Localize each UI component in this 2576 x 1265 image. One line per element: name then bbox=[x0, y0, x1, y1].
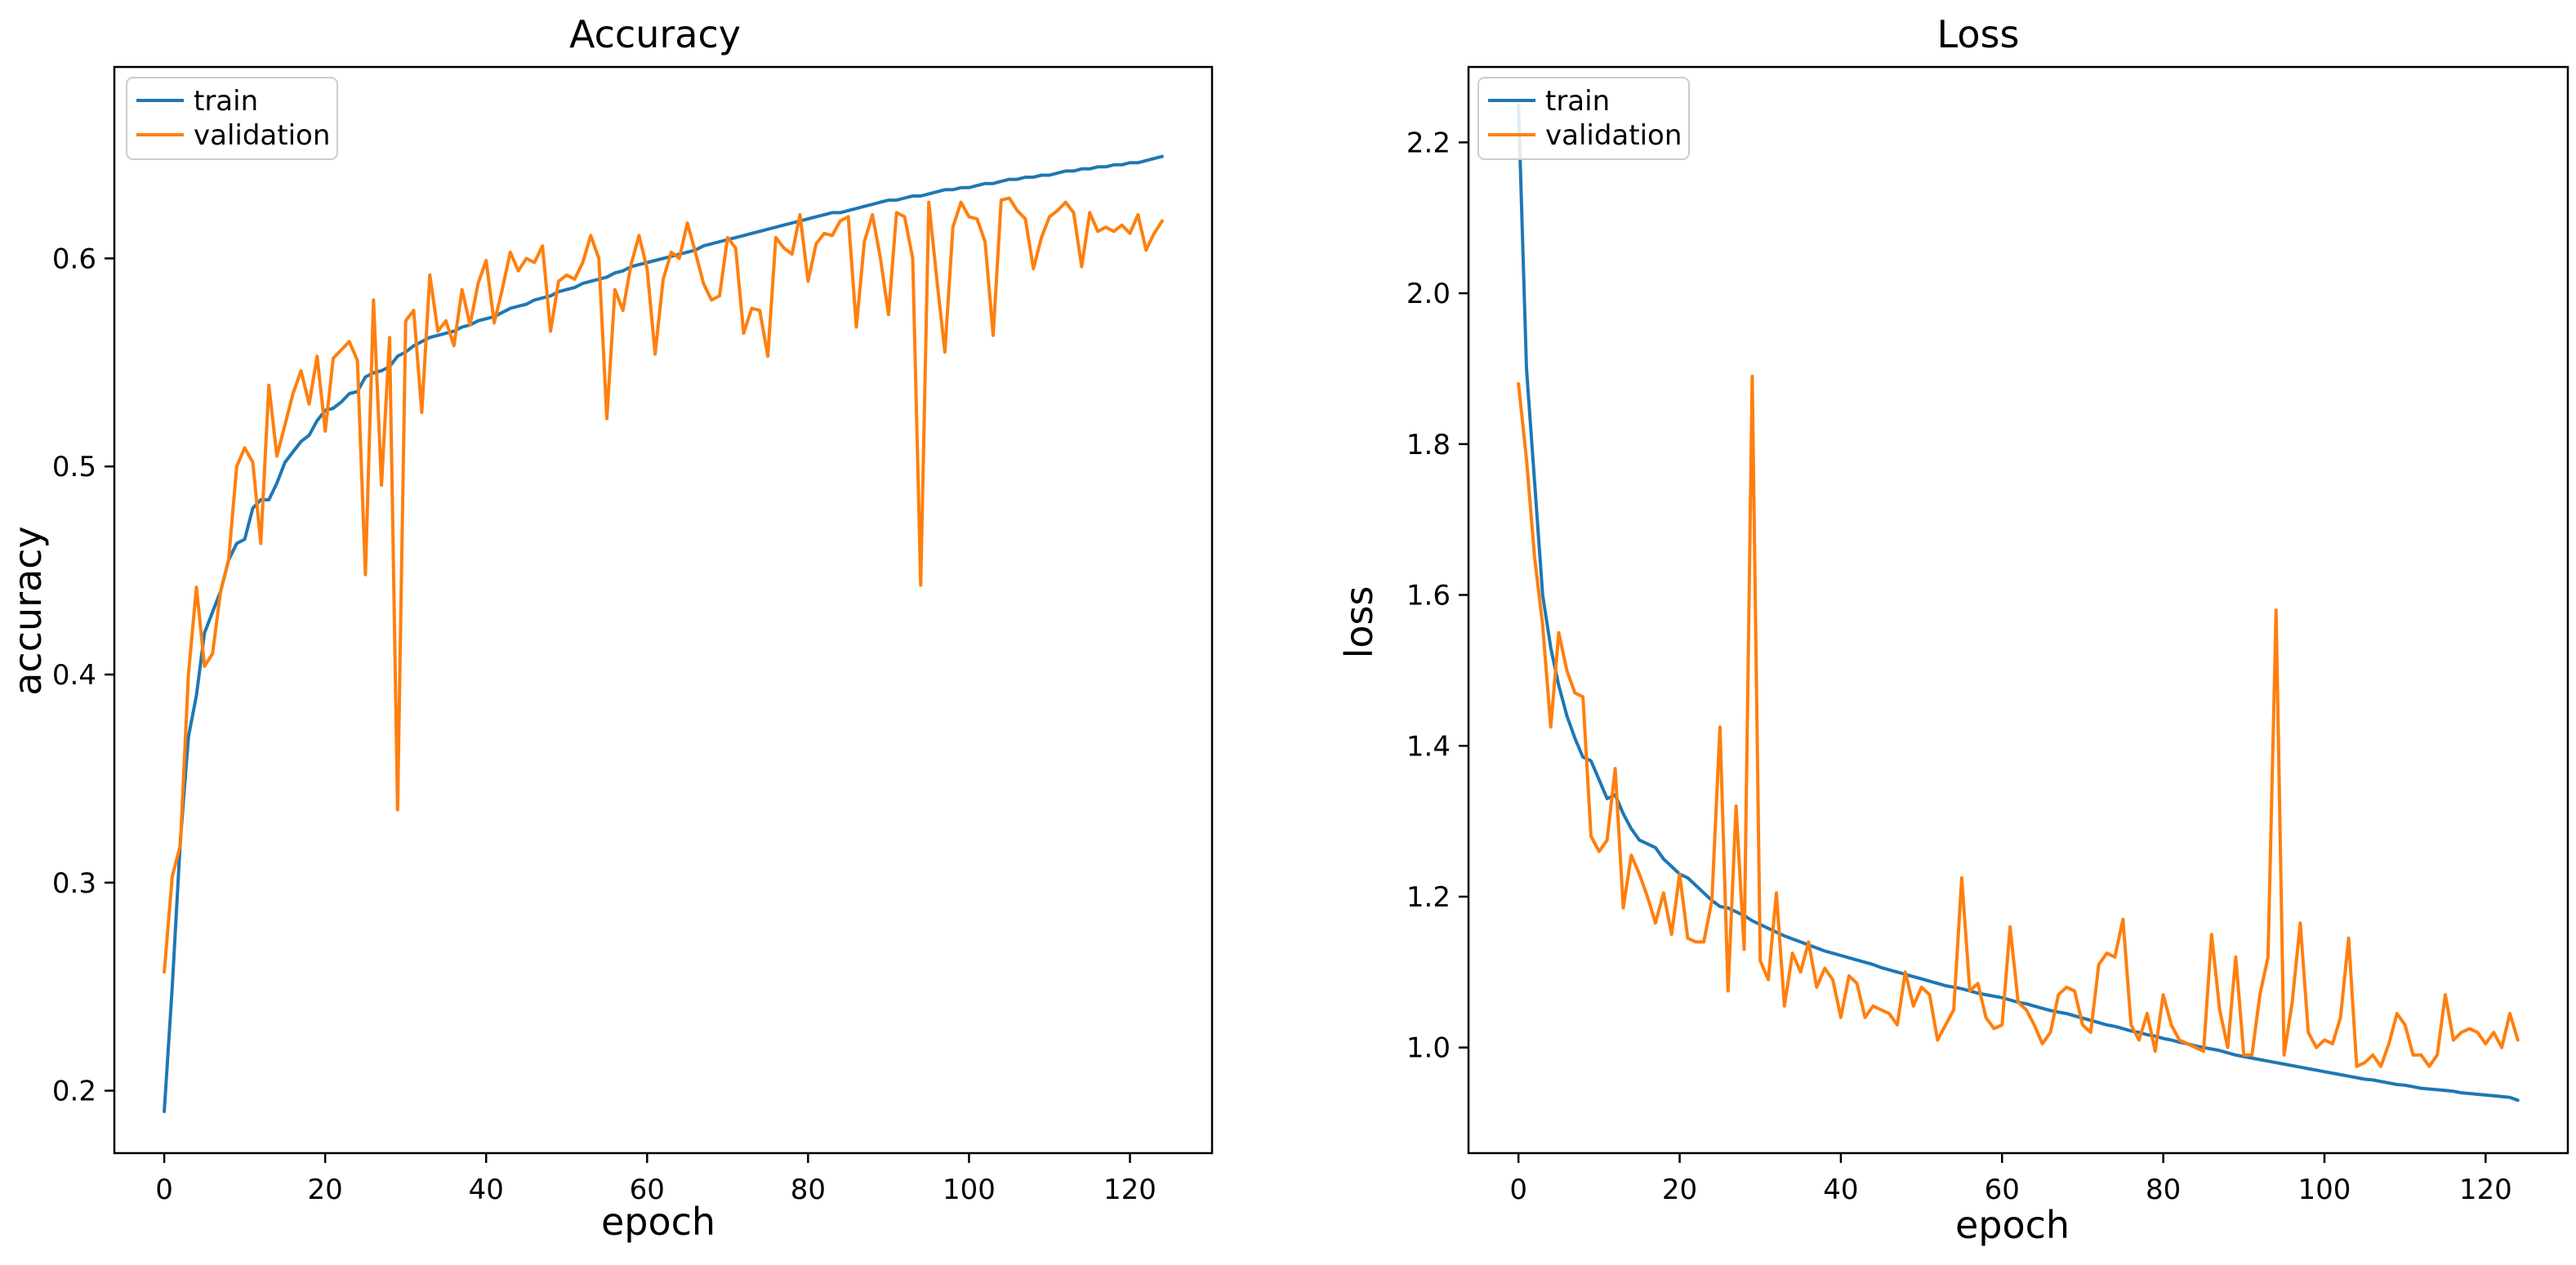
loss-y-tick-label: 1.2 bbox=[1406, 881, 1451, 914]
accuracy-series-train bbox=[163, 154, 1164, 1113]
loss-x-tick-label: 20 bbox=[1662, 1174, 1697, 1206]
accuracy-y-tick-label: 0.3 bbox=[52, 867, 96, 900]
loss-title: Loss bbox=[1937, 12, 2020, 56]
accuracy-x-tick-label: 20 bbox=[308, 1174, 343, 1206]
loss-legend-box bbox=[1477, 77, 1690, 160]
loss-legend-train-label: train bbox=[1545, 85, 1610, 118]
accuracy-y-tick-label: 0.2 bbox=[52, 1076, 96, 1108]
accuracy-x-axis-label: epoch bbox=[601, 1200, 715, 1244]
loss-x-tick-label: 80 bbox=[2146, 1174, 2181, 1206]
loss-x-tick-label: 40 bbox=[1823, 1174, 1858, 1206]
loss-x-tick-label: 60 bbox=[1985, 1174, 2020, 1206]
accuracy-legend: train validation bbox=[126, 77, 338, 160]
loss-y-ticks: 1.0 1.2 1.4 1.6 1.8 2.0 2.2 bbox=[1406, 127, 1468, 1065]
accuracy-y-ticks: 0.2 0.3 0.4 0.5 0.6 bbox=[52, 243, 114, 1108]
loss-y-tick-label: 1.8 bbox=[1406, 429, 1451, 461]
accuracy-plot-frame bbox=[113, 65, 1214, 1155]
accuracy-title: Accuracy bbox=[569, 12, 741, 56]
loss-x-tick-label: 120 bbox=[2459, 1174, 2512, 1206]
loss-y-axis-label: loss bbox=[1337, 586, 1381, 659]
accuracy-legend-train-label: train bbox=[194, 85, 258, 118]
accuracy-legend-box bbox=[126, 77, 338, 160]
loss-x-ticks: 0 20 40 60 80 100 120 bbox=[1509, 1153, 2512, 1206]
accuracy-legend-validation-label: validation bbox=[194, 119, 330, 152]
accuracy-series-layer bbox=[163, 154, 1164, 1113]
accuracy-x-ticks: 0 20 40 60 80 100 120 bbox=[155, 1153, 1157, 1206]
accuracy-x-tick-label: 80 bbox=[791, 1174, 826, 1206]
loss-y-tick-label: 1.6 bbox=[1406, 580, 1451, 612]
accuracy-y-tick-label: 0.5 bbox=[52, 451, 96, 483]
loss-plot-frame bbox=[1467, 65, 2569, 1155]
accuracy-x-tick-label: 0 bbox=[155, 1174, 173, 1206]
accuracy-panel: Accuracy 0 20 40 60 80 100 120 0.2 0.3 0.4 0.5 0.6… bbox=[6, 12, 1214, 1244]
loss-y-tick-label: 1.0 bbox=[1406, 1032, 1451, 1065]
accuracy-y-axis-label: accuracy bbox=[6, 526, 50, 696]
accuracy-y-tick-label: 0.6 bbox=[52, 243, 96, 275]
loss-panel: Loss 0 20 40 60 80 100 120 1.0 1.2 1.4 1.6 1.8 2.0 2… bbox=[1337, 12, 2569, 1247]
loss-x-axis-label: epoch bbox=[1955, 1203, 2070, 1247]
loss-series-validation bbox=[1517, 374, 2520, 1068]
loss-y-tick-label: 1.4 bbox=[1406, 730, 1451, 763]
loss-series-layer bbox=[1517, 103, 2520, 1102]
accuracy-series-validation bbox=[163, 196, 1164, 974]
loss-x-tick-label: 100 bbox=[2298, 1174, 2351, 1206]
loss-y-tick-label: 2.0 bbox=[1406, 278, 1451, 310]
accuracy-x-tick-label: 120 bbox=[1103, 1174, 1157, 1206]
accuracy-y-tick-label: 0.4 bbox=[52, 659, 96, 692]
accuracy-x-tick-label: 60 bbox=[630, 1174, 665, 1206]
loss-legend: train validation bbox=[1477, 77, 1690, 160]
loss-x-tick-label: 0 bbox=[1509, 1174, 1527, 1206]
loss-legend-validation-label: validation bbox=[1545, 119, 1682, 152]
loss-y-tick-label: 2.2 bbox=[1406, 127, 1451, 159]
accuracy-x-tick-label: 100 bbox=[943, 1174, 996, 1206]
accuracy-x-tick-label: 40 bbox=[469, 1174, 504, 1206]
